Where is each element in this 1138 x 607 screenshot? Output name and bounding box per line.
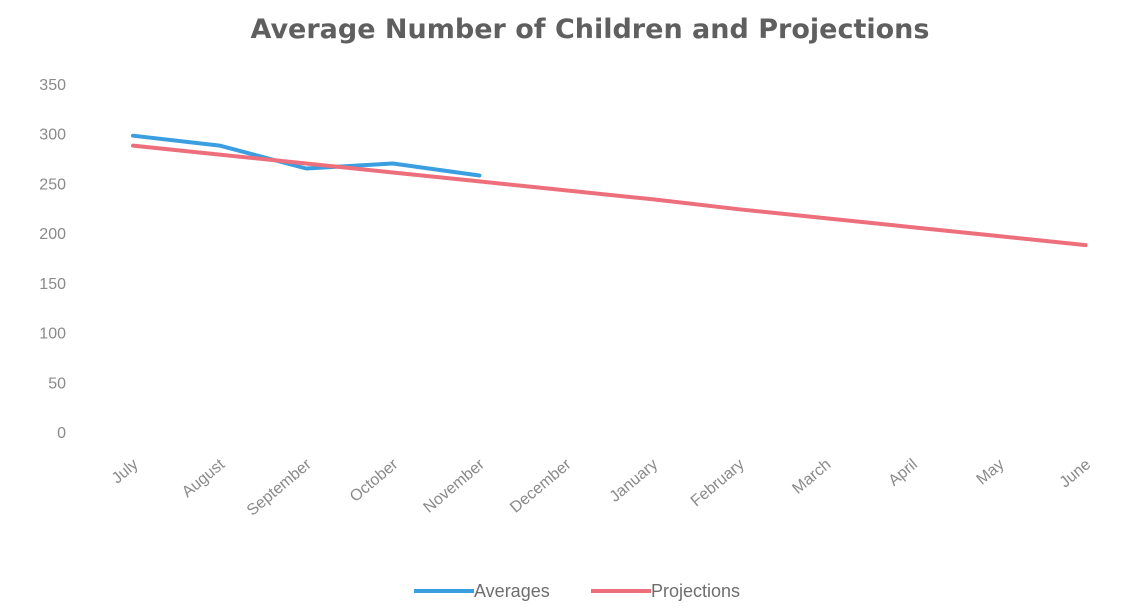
x-tick-label: June — [1057, 456, 1095, 491]
data-point-averages — [218, 144, 222, 148]
x-tick-label: December — [507, 456, 575, 517]
x-tick-label: November — [421, 456, 489, 517]
y-tick-label: 150 — [39, 276, 66, 293]
data-point-projections — [824, 216, 828, 220]
y-axis-labels: 0 50 100 150 200 250 300 350 — [39, 77, 66, 442]
series-layer — [131, 133, 1088, 248]
x-tick-label: August — [179, 456, 229, 501]
data-point-projections — [218, 153, 222, 157]
x-tick-label: May — [973, 456, 1007, 488]
y-tick-label: 350 — [39, 77, 66, 94]
data-point-projections — [564, 188, 568, 192]
y-tick-label: 50 — [48, 375, 66, 392]
data-point-projections — [1084, 243, 1088, 247]
legend-label-averages: Averages — [474, 581, 550, 601]
data-point-projections — [910, 225, 914, 229]
data-point-averages — [131, 134, 135, 138]
y-tick-label: 250 — [39, 176, 66, 193]
y-tick-label: 300 — [39, 127, 66, 144]
data-point-projections — [131, 144, 135, 148]
legend-label-projections: Projections — [651, 581, 740, 601]
y-tick-label: 100 — [39, 326, 66, 343]
x-tick-label: February — [688, 456, 748, 510]
x-tick-label: March — [789, 456, 834, 498]
y-tick-label: 200 — [39, 226, 66, 243]
x-tick-label: July — [109, 456, 142, 487]
data-point-averages — [477, 173, 481, 177]
data-point-projections — [477, 179, 481, 183]
series-line-projections — [131, 143, 1088, 248]
data-point-averages — [391, 162, 395, 166]
legend: Averages Projections — [414, 581, 740, 601]
y-tick-label: 0 — [57, 425, 66, 442]
x-tick-label: January — [607, 456, 662, 506]
data-point-projections — [651, 197, 655, 201]
x-tick-label: September — [244, 456, 315, 520]
chart-title: Average Number of Children and Projectio… — [250, 14, 930, 45]
x-tick-label: April — [886, 456, 921, 490]
data-point-projections — [737, 207, 741, 211]
data-point-projections — [304, 162, 308, 166]
x-axis-labels: July August September October November Decemb… — [109, 456, 1094, 520]
data-point-averages — [304, 167, 308, 171]
data-point-projections — [391, 170, 395, 174]
x-tick-label: October — [347, 456, 402, 506]
data-point-projections — [997, 234, 1001, 238]
